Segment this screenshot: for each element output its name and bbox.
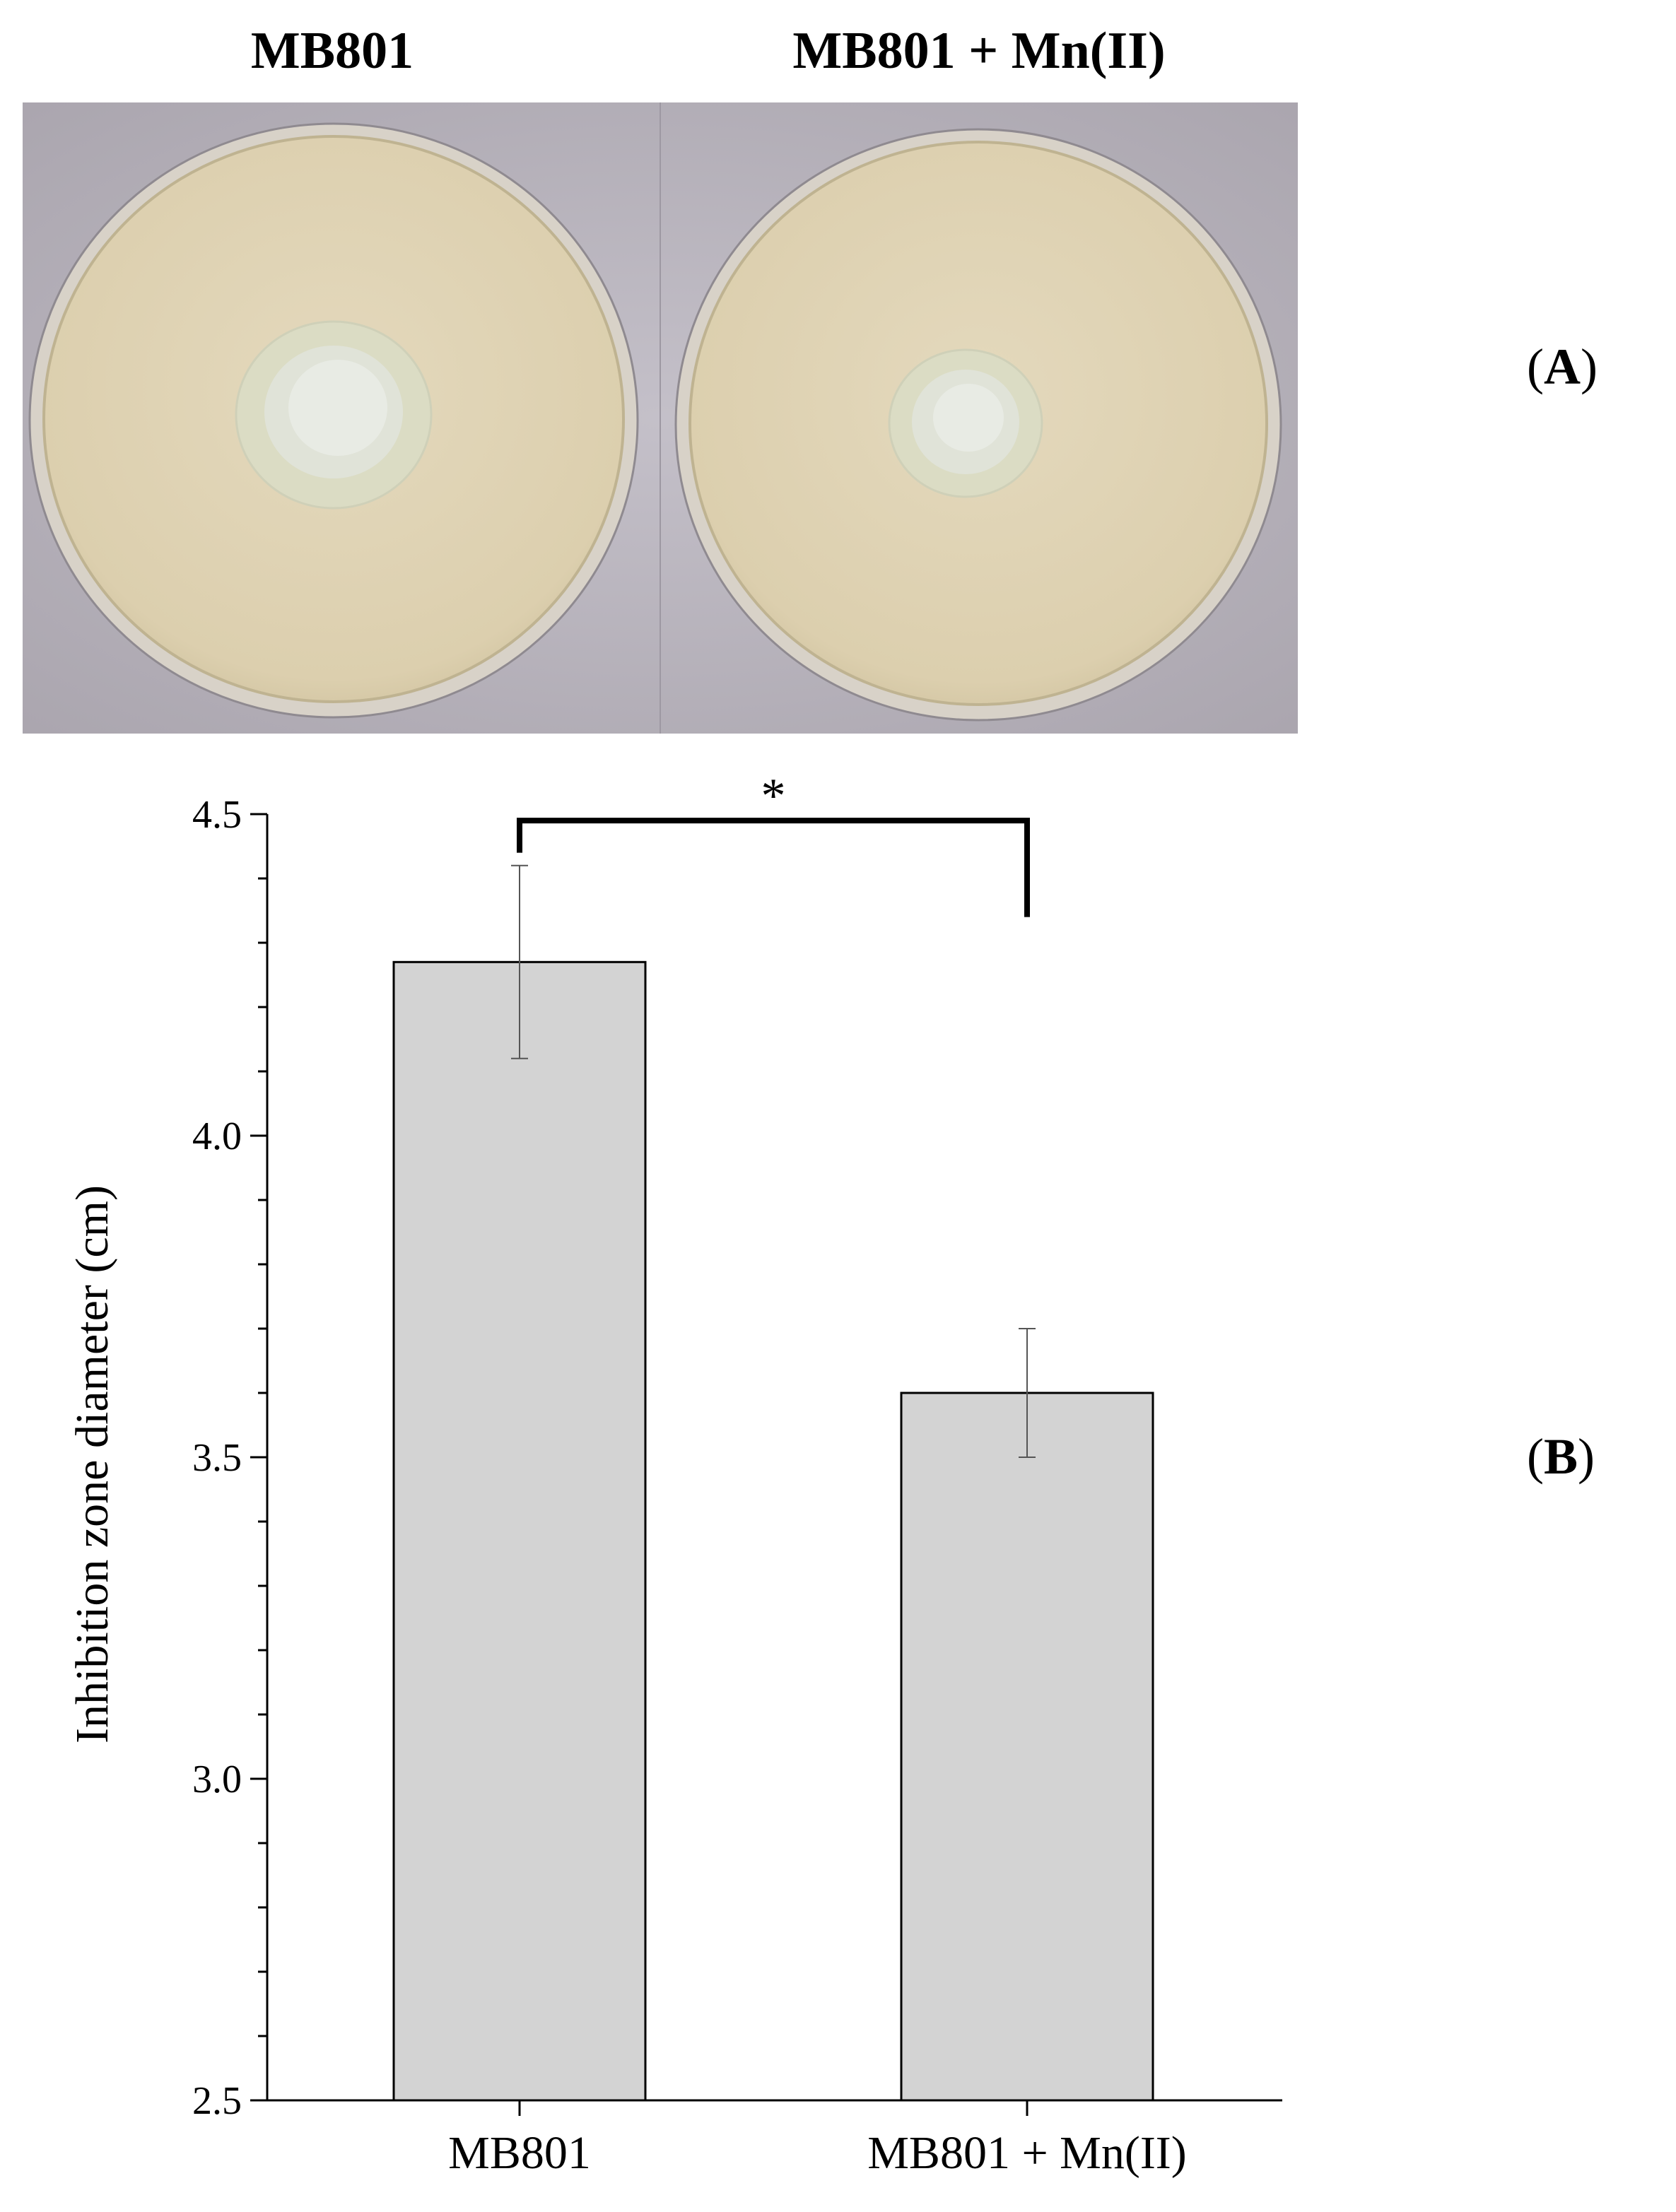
significance-bracket [517, 818, 1030, 917]
petri-dish-left [28, 122, 639, 719]
panel-b-label: (B) [1527, 1428, 1595, 1485]
x-tick-label: MB801 + Mn(II) [867, 2127, 1187, 2179]
petri-dish-photo [23, 102, 1298, 734]
y-axis-title: Inhibition zone diameter (cm) [66, 1185, 118, 1743]
significance-asterisk: * [761, 769, 786, 823]
petri-dish-right [674, 128, 1282, 722]
bar-chart: 2.5 3.0 3.5 4.0 4.5 Inhibition zone diameter … [66, 769, 1282, 2179]
y-tick-label: 4.0 [192, 1114, 242, 1158]
bar [392, 960, 647, 2102]
y-tick-label: 3.0 [192, 1758, 242, 1801]
y-tick-label: 2.5 [192, 2079, 242, 2123]
plate-title-mb801-mn: MB801 + Mn(II) [792, 22, 1166, 80]
bar [900, 1392, 1154, 2102]
x-tick-label: MB801 [448, 2127, 591, 2179]
plate-title-mb801: MB801 [250, 22, 414, 80]
panel-a-label: (A) [1527, 339, 1598, 395]
y-tick-label: 3.5 [192, 1436, 242, 1480]
y-tick-label: 4.5 [192, 793, 242, 837]
